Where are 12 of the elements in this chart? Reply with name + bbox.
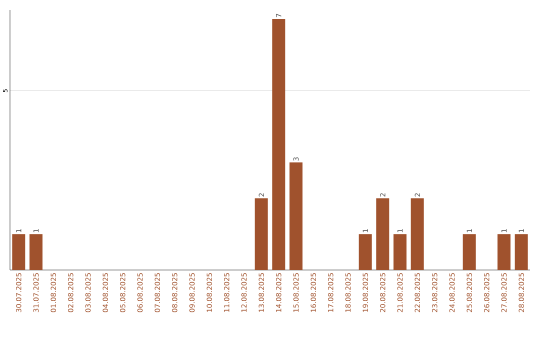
bar xyxy=(376,198,390,270)
bar xyxy=(290,162,303,270)
bar xyxy=(358,234,372,270)
bar xyxy=(514,234,528,270)
bar xyxy=(394,234,407,270)
bar xyxy=(30,234,42,270)
bar xyxy=(410,198,424,270)
bar xyxy=(12,234,26,270)
bar xyxy=(498,234,510,270)
bar xyxy=(462,234,476,270)
bar xyxy=(272,18,286,270)
bar xyxy=(254,198,268,270)
